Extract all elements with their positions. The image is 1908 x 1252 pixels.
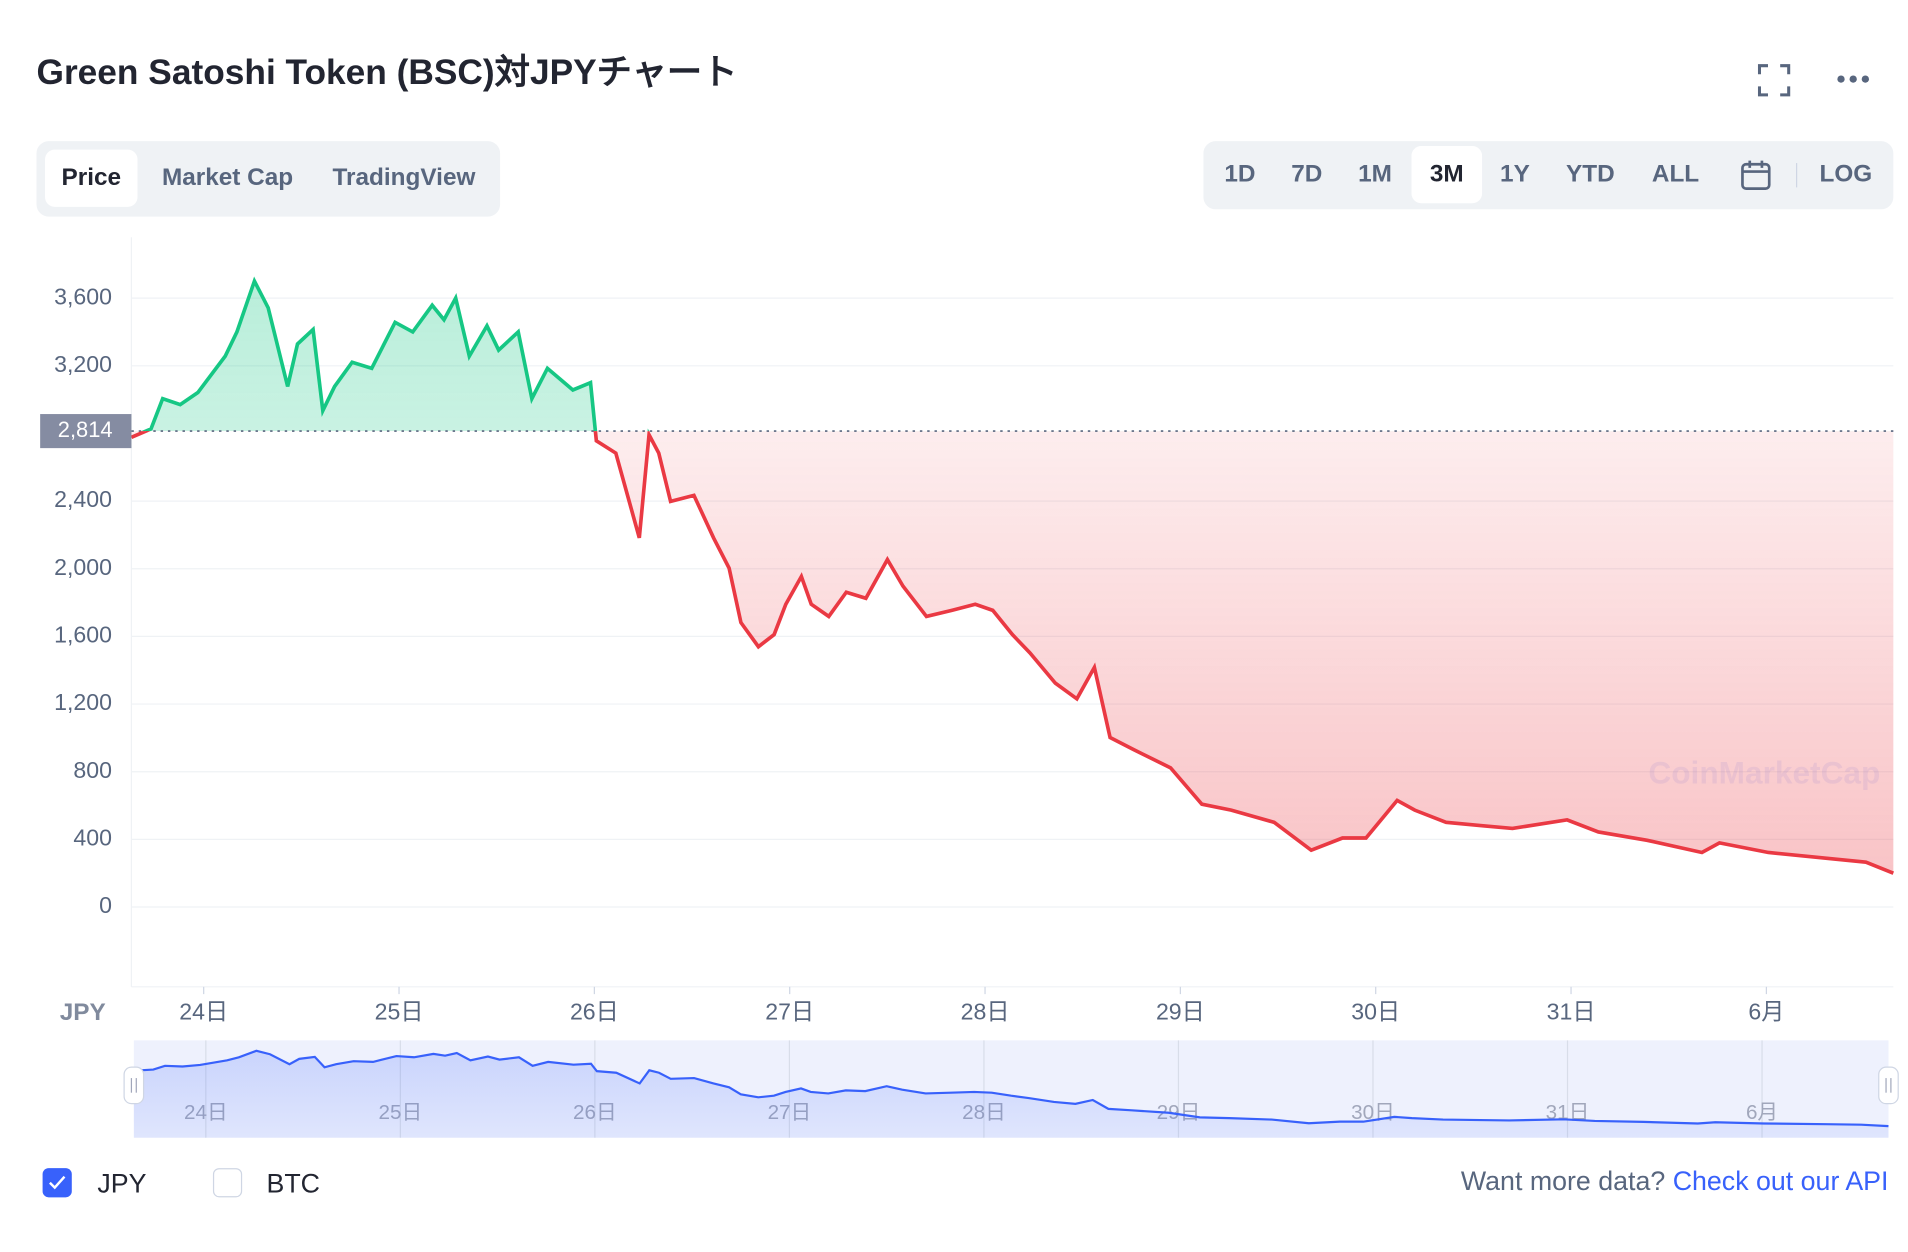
- x-tick-label: 28日: [961, 999, 1010, 1025]
- x-tick-label: 6月: [1748, 999, 1784, 1025]
- currency-label: JPY: [60, 999, 106, 1026]
- y-tick-label: 3,200: [54, 351, 112, 377]
- navigator-area: [133, 1050, 1889, 1138]
- navigator-handle[interactable]: [1878, 1066, 1899, 1105]
- log-toggle[interactable]: LOG: [1819, 160, 1873, 188]
- checkbox-checked[interactable]: [42, 1168, 72, 1198]
- navigator-line: [133, 1049, 1889, 1128]
- y-tick-label: 1,600: [54, 622, 112, 648]
- x-tick-label: 31日: [1547, 999, 1596, 1025]
- range-button[interactable]: 7D: [1291, 160, 1323, 188]
- tab[interactable]: Price: [45, 149, 138, 207]
- range-button[interactable]: YTD: [1566, 160, 1615, 188]
- navigator-tick-label: 6月: [1746, 1101, 1778, 1124]
- range-button[interactable]: 3M: [1411, 146, 1483, 204]
- range-button[interactable]: 1M: [1358, 160, 1392, 188]
- x-tick-label: 30日: [1351, 999, 1400, 1025]
- x-tick-label: 26日: [570, 999, 619, 1025]
- range-group: [1203, 141, 1894, 210]
- y-tick-label: 1,200: [54, 689, 112, 715]
- tab[interactable]: TradingView: [332, 164, 476, 192]
- x-tick-label: 29日: [1156, 999, 1205, 1025]
- tab[interactable]: Market Cap: [161, 164, 294, 192]
- price-line-up: [141, 276, 650, 432]
- checkbox[interactable]: [212, 1168, 243, 1198]
- api-link[interactable]: Check out our API: [1672, 1165, 1889, 1197]
- chart: 0 400 800 1,200 1,600 2,000 2,400 3,200 3,600 24日…: [40, 237, 1899, 1138]
- navigator-tick-label: 31日: [1546, 1101, 1590, 1124]
- y-tick-label: 400: [73, 824, 112, 850]
- reference-label: 2,814: [58, 417, 113, 442]
- area-up: [131, 281, 1894, 432]
- range-button[interactable]: 1Y: [1500, 160, 1530, 188]
- more-icon[interactable]: [1835, 67, 1874, 91]
- y-tick-label: 800: [73, 757, 112, 783]
- fullscreen-icon[interactable]: [1757, 63, 1791, 97]
- footer-text: Want more data?: [1460, 1165, 1666, 1197]
- title: Green Satoshi Token (BSC)対JPYチャート: [36, 53, 738, 93]
- y-tick-label: 2,000: [54, 554, 112, 580]
- area-down: [131, 431, 1894, 874]
- y-tick-label: 0: [99, 892, 112, 918]
- separator: [1795, 163, 1798, 188]
- checkbox-label: BTC: [266, 1168, 321, 1199]
- x-tick-label: 25日: [375, 999, 424, 1025]
- y-tick-label: 2,400: [54, 486, 112, 512]
- checkbox-label: JPY: [97, 1168, 147, 1199]
- x-tick-label: 27日: [765, 999, 814, 1025]
- range-button[interactable]: ALL: [1651, 160, 1700, 188]
- reference-badge: [40, 414, 132, 449]
- calendar-icon[interactable]: [1740, 159, 1772, 191]
- range-button[interactable]: 1D: [1224, 160, 1256, 188]
- x-tick-label: 24日: [179, 999, 228, 1025]
- y-tick-label: 3,600: [54, 283, 112, 309]
- navigator-handle[interactable]: [123, 1066, 145, 1105]
- price-line-down: [130, 431, 1895, 875]
- footer: Want more data? Check out our API: [1461, 1166, 1889, 1198]
